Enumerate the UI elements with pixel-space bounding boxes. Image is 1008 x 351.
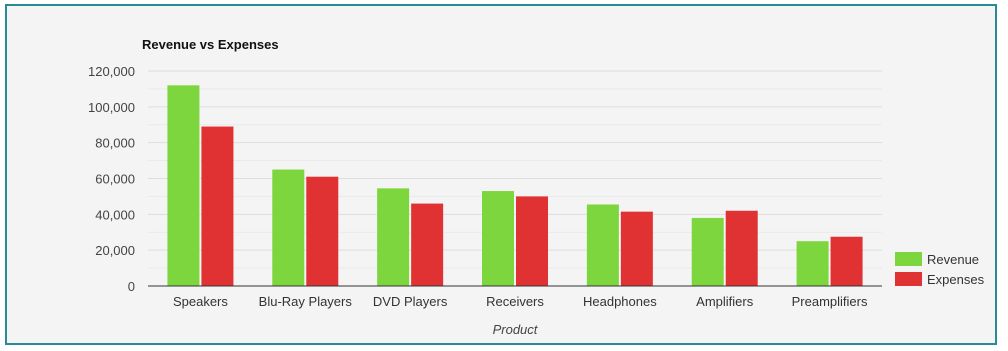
bar-revenue-5[interactable] — [691, 217, 724, 286]
bar-expenses-4[interactable] — [620, 211, 653, 286]
bar-revenue-0[interactable] — [167, 85, 200, 286]
x-tick-label: Amplifiers — [696, 294, 754, 309]
y-tick-label: 40,000 — [95, 207, 135, 222]
y-tick-label: 0 — [128, 279, 135, 294]
bars — [167, 85, 863, 287]
x-tick-label: Headphones — [583, 294, 657, 309]
bar-revenue-6[interactable] — [796, 241, 829, 286]
y-tick-label: 20,000 — [95, 243, 135, 258]
bar-expenses-1[interactable] — [306, 176, 339, 286]
x-tick-label: Speakers — [173, 294, 228, 309]
bar-expenses-5[interactable] — [725, 210, 758, 286]
x-tick-label: DVD Players — [373, 294, 448, 309]
legend-swatch-expenses — [895, 272, 922, 286]
legend-label-expenses: Expenses — [927, 272, 985, 287]
x-tick-label: Receivers — [486, 294, 544, 309]
chart-title: Revenue vs Expenses — [142, 37, 279, 52]
bar-revenue-2[interactable] — [377, 188, 410, 286]
x-tick-label: Preamplifiers — [792, 294, 868, 309]
x-tick-label: Blu-Ray Players — [259, 294, 353, 309]
legend: Revenue Expenses — [895, 252, 985, 287]
bar-chart: Revenue vs Expenses 0 20,000 40,000 60,000 8… — [88, 37, 985, 337]
bar-expenses-0[interactable] — [201, 126, 234, 287]
y-tick-label: 80,000 — [95, 136, 135, 151]
bar-revenue-3[interactable] — [482, 191, 514, 286]
bar-revenue-1[interactable] — [272, 169, 305, 286]
bar-revenue-4[interactable] — [586, 204, 619, 286]
y-tick-label: 100,000 — [88, 100, 135, 115]
x-axis-title: Product — [493, 322, 539, 337]
x-axis-ticks: Speakers Blu-Ray Players DVD Players Receiv… — [173, 294, 868, 309]
y-axis-ticks: 0 20,000 40,000 60,000 80,000 100,000 120,000 — [88, 64, 135, 294]
y-tick-label: 60,000 — [95, 172, 135, 187]
chart-panel: Revenue vs Expenses 0 20,000 40,000 60,000 8… — [5, 4, 997, 345]
bar-expenses-2[interactable] — [411, 203, 444, 286]
bar-expenses-6[interactable] — [830, 236, 863, 286]
legend-swatch-revenue — [895, 252, 922, 266]
y-tick-label: 120,000 — [88, 64, 135, 79]
bar-expenses-3[interactable] — [516, 196, 548, 286]
legend-label-revenue: Revenue — [927, 252, 979, 267]
gridlines — [148, 70, 882, 269]
